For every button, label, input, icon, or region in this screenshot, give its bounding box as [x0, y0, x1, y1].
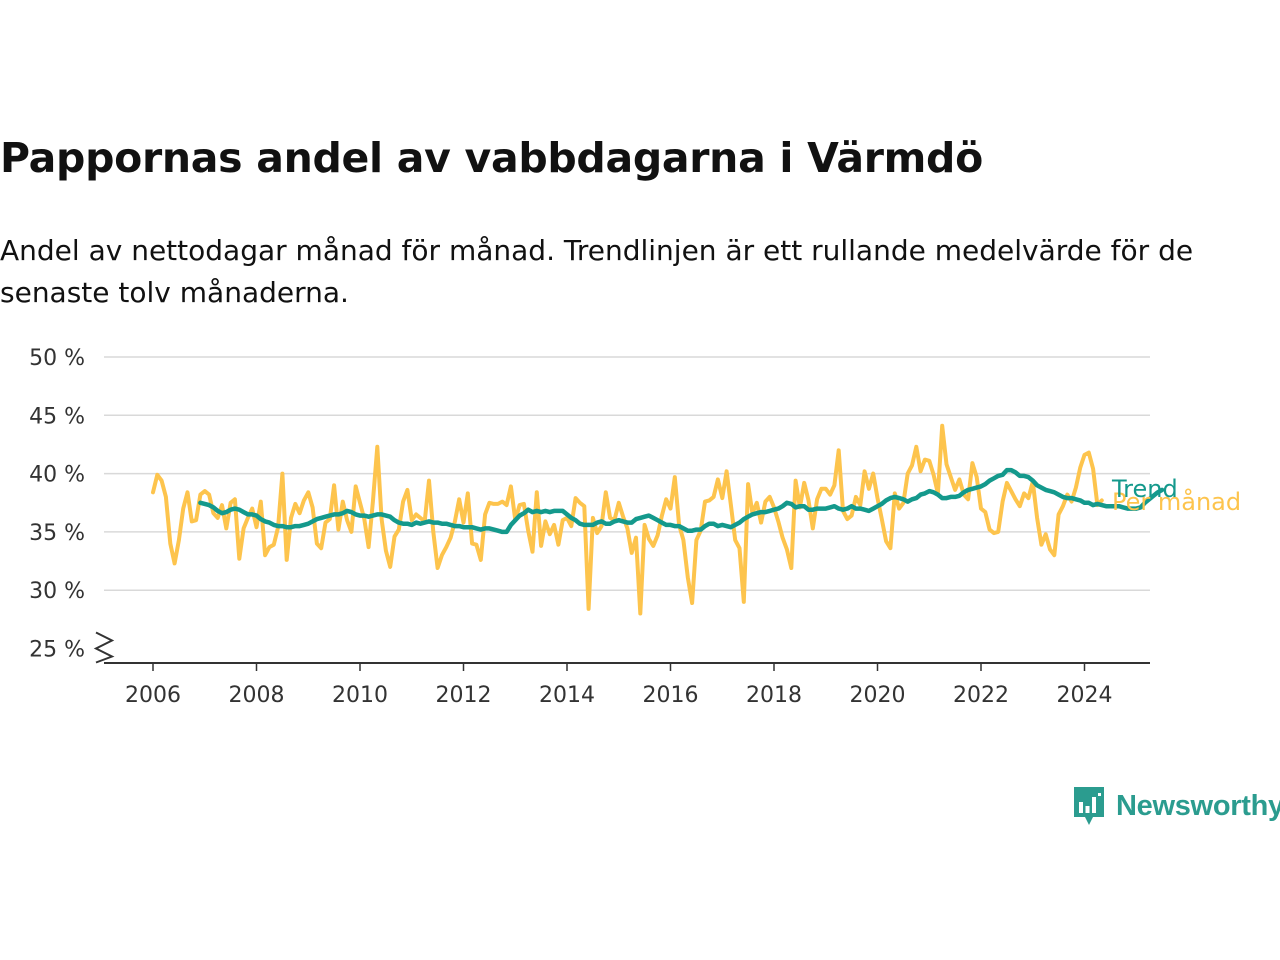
series-label: Trend: [1111, 475, 1178, 503]
grid-lines: [104, 356, 1150, 591]
brand-logo: Newsworthy: [1072, 784, 1280, 828]
series-line-per-m-nad: [151, 423, 1104, 616]
x-tick-label: 2006: [125, 683, 181, 708]
y-tick-label: 35 %: [29, 521, 85, 546]
series-layer: [151, 423, 1165, 616]
y-tick-label: 40 %: [29, 463, 85, 488]
y-tick-label: 25 %: [29, 638, 85, 663]
chart-title: Pappornas andel av vabbdagarna i Värmdö: [0, 134, 983, 182]
x-tick-label: 2008: [229, 683, 285, 708]
y-tick-label: 50 %: [29, 346, 85, 371]
line-chart: 25 % 30 % 35 % 40 % 45 % 50 % 2006 2008 2010 201…: [29, 346, 1241, 708]
series-line-trend: [198, 467, 1165, 535]
x-tick-label: 2020: [850, 683, 906, 708]
x-tick-label: 2018: [746, 683, 802, 708]
x-tick-label: 2022: [953, 683, 1009, 708]
chart-subtitle: Andel av nettodagar månad för månad. Tre…: [0, 234, 1194, 309]
x-tick-label: 2014: [539, 683, 595, 708]
series-label: Per månad: [1112, 487, 1241, 516]
x-axis: 2006 2008 2010 2012 2014 2016 2018 2020 2022 2024: [104, 662, 1150, 708]
axis-break-icon: [93, 631, 115, 664]
x-tick-label: 2016: [643, 683, 699, 708]
x-tick-label: 2010: [332, 683, 388, 708]
x-tick-label: 2024: [1057, 683, 1113, 708]
x-tick-label: 2012: [436, 683, 492, 708]
brand-name: Newsworthy: [1116, 789, 1280, 822]
bar-chart-speech-bubble-icon: [1074, 787, 1104, 825]
y-tick-label: 30 %: [29, 579, 85, 604]
y-tick-label: 45 %: [29, 404, 85, 429]
y-axis-ticks: 25 % 30 % 35 % 40 % 45 % 50 %: [29, 346, 115, 664]
